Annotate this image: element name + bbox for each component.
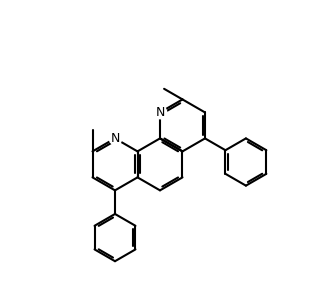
- Text: N: N: [155, 106, 165, 119]
- Text: N: N: [110, 132, 120, 145]
